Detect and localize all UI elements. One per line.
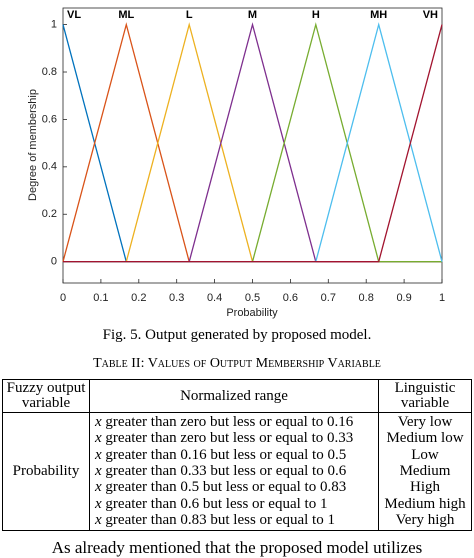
y-tick-label: 0.2 [42, 208, 57, 220]
chart: Probability Degree of membership 0 0.1 0.2… [27, 7, 445, 319]
range-cell: x greater than 0.6 but less or equal to … [95, 495, 328, 512]
range-cell: x greater than 0.83 but less or equal to… [95, 511, 335, 528]
column-rule [89, 380, 90, 530]
series-label: MH [370, 9, 387, 21]
linguistic-cell: Medium high [384, 495, 466, 512]
y-tick-label: 1 [51, 19, 57, 31]
range-cell: x greater than 0.33 but less or equal to… [95, 462, 347, 479]
y-tick-label: 0.6 [42, 113, 57, 125]
range-cell: x greater than zero but less or equal to… [95, 414, 354, 430]
series-label: H [312, 9, 320, 21]
table-header: Linguistic variable [394, 380, 456, 411]
series-label: M [248, 9, 257, 21]
y-axis-label: Degree of membership [27, 89, 39, 201]
linguistic-cell: Medium low [386, 430, 464, 447]
x-tick-label: 0.4 [207, 292, 222, 304]
range-cell: x greater than 0.5 but less or equal to … [95, 479, 347, 496]
header-rule [3, 412, 471, 413]
series-label: ML [118, 9, 134, 21]
figure-caption: Fig. 5. Output generated by proposed mod… [102, 327, 372, 343]
table: Fuzzy output variable Normalized range Lin… [2, 379, 472, 531]
linguistic-cell: High [410, 479, 440, 496]
series-label: L [186, 9, 193, 21]
series-label: VL [67, 9, 81, 21]
x-tick-label: 0 [60, 292, 66, 304]
body-text: As already mentioned that the proposed m… [51, 538, 423, 557]
x-tick-label: 0.8 [359, 292, 374, 304]
y-tick-label: 0 [51, 256, 57, 268]
table-title: Table II: Values of Output Membership Va… [93, 356, 381, 371]
x-tick-label: 0.7 [321, 292, 336, 304]
x-tick-label: 0.3 [169, 292, 184, 304]
x-tick-label: 0.9 [396, 292, 411, 304]
range-cell: x greater than zero but less or equal to… [95, 430, 354, 447]
linguistic-cell: Low [411, 446, 439, 463]
range-cell: x greater than 0.16 but less or equal to… [95, 446, 347, 463]
table-header: Fuzzy output variable [6, 380, 86, 411]
y-tick-label: 0.4 [42, 161, 57, 173]
x-tick-label: 0.1 [93, 292, 108, 304]
membership-line [63, 24, 443, 263]
linguistic-cell: Medium [399, 462, 451, 479]
table-header: Normalized range [180, 388, 288, 404]
x-tick-label: 0.2 [131, 292, 146, 304]
row-label: Probability [12, 463, 80, 480]
plot-frame [62, 7, 443, 284]
column-rule [378, 380, 379, 530]
linguistic-cell: Very high [395, 511, 455, 528]
x-tick-label: 0.5 [245, 292, 260, 304]
x-tick-label: 0.6 [283, 292, 298, 304]
x-axis-label: Probability [226, 307, 278, 319]
x-tick-label: 1 [439, 292, 445, 304]
linguistic-cell: Very low [397, 414, 453, 430]
series-label: VH [423, 9, 438, 21]
y-tick-label: 0.8 [42, 66, 57, 78]
